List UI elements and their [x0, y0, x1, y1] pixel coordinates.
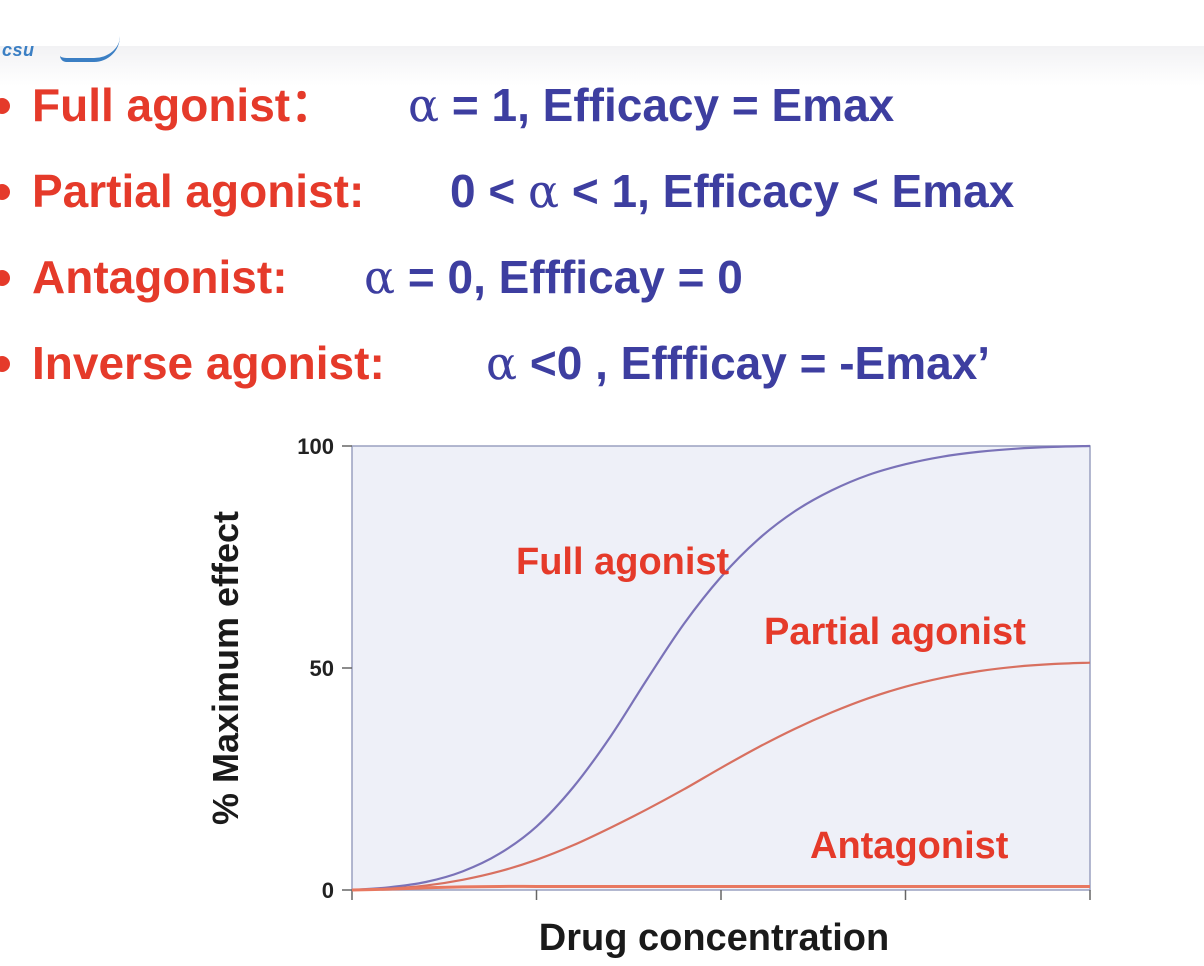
bullet-formula: α = 1, Efficacy = Emax: [408, 74, 894, 136]
logo: csu: [2, 40, 35, 60]
plot-area: [351, 445, 1091, 891]
axis-ticks: 0 50 100: [297, 434, 1091, 903]
formula-text: = 0, Effficay = 0: [395, 251, 743, 303]
bullet-term: Antagonist:: [32, 251, 288, 303]
bullet-dot-icon: [0, 356, 10, 372]
bullet-formula: 0 < α < 1, Efficacy < Emax: [450, 160, 1014, 222]
bullet-dot-icon: [0, 98, 10, 114]
y-axis-label: % Maximum effect: [205, 511, 246, 825]
y-tick-label: 100: [297, 434, 334, 459]
header-shadow: [0, 46, 1204, 86]
alpha-symbol: α: [486, 336, 518, 390]
bullet-term: Partial agonist:: [32, 165, 365, 217]
alpha-symbol: α: [408, 78, 440, 132]
alpha-symbol: α: [364, 250, 396, 304]
bullet-dot-icon: [0, 270, 10, 286]
curve-label-partial-agonist: Partial agonist: [764, 611, 1026, 653]
bullet-formula: α = 0, Effficay = 0: [364, 246, 743, 308]
curves: [351, 444, 1091, 892]
y-tick-label: 50: [310, 656, 334, 681]
bullet-term: Inverse agonist:: [32, 337, 385, 389]
alpha-symbol: α: [528, 164, 560, 218]
curve-label-full-agonist: Full agonist: [516, 541, 730, 583]
curve-label-antagonist: Antagonist: [810, 825, 1009, 867]
formula-text: = 1, Efficacy = Emax: [439, 79, 895, 131]
top-band: [0, 0, 1204, 46]
formula-text: <0 , Effficay = -Emax’: [517, 337, 991, 389]
curve-labels: Full agonist Partial agonist Antagonist: [516, 541, 1026, 867]
series-line-antagonist: [351, 884, 1090, 892]
formula-text: < 1, Efficacy < Emax: [559, 165, 1015, 217]
x-axis-label: Drug concentration: [539, 917, 889, 959]
bullet-term: Full agonist：: [32, 79, 337, 131]
logo-swoosh-icon: [60, 36, 120, 62]
series-line-partial-agonist: [351, 661, 1091, 892]
bullet-formula: α <0 , Effficay = -Emax’: [486, 332, 990, 394]
series-line-full-agonist: [351, 444, 1091, 892]
y-tick-label: 0: [322, 878, 334, 903]
formula-prefix: 0 <: [450, 165, 529, 217]
bullet-dot-icon: [0, 184, 10, 200]
